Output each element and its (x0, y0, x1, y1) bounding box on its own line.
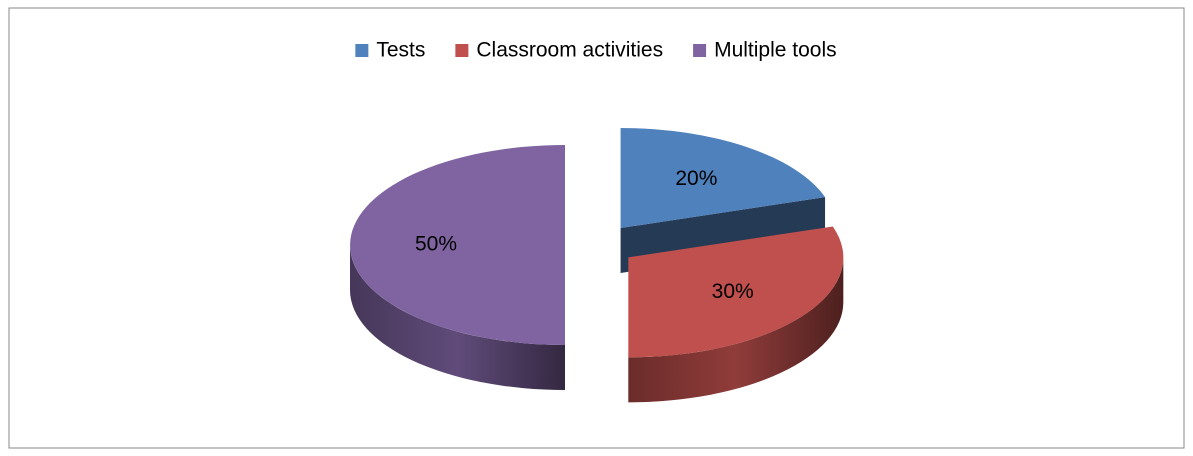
data-label: 30% (712, 280, 754, 303)
data-label: 20% (675, 167, 717, 190)
slice-top (350, 145, 565, 345)
legend: Tests Classroom activities Multiple tools (355, 39, 837, 62)
chart-border (8, 7, 1185, 449)
legend-label: Tests (376, 39, 425, 62)
legend-swatch (355, 44, 369, 57)
legend-swatch (455, 44, 469, 57)
legend-swatch (693, 44, 707, 57)
legend-label: Classroom activities (476, 39, 663, 62)
legend-label: Multiple tools (714, 39, 837, 62)
slice-wall (628, 257, 844, 403)
pie: 20% 30% 50% (350, 128, 844, 403)
slice-top (628, 226, 844, 358)
pie-slice (628, 226, 844, 403)
pie-slice (350, 145, 565, 390)
data-label: 50% (415, 233, 457, 256)
slice-wall (350, 245, 565, 390)
slice-top (620, 128, 826, 229)
